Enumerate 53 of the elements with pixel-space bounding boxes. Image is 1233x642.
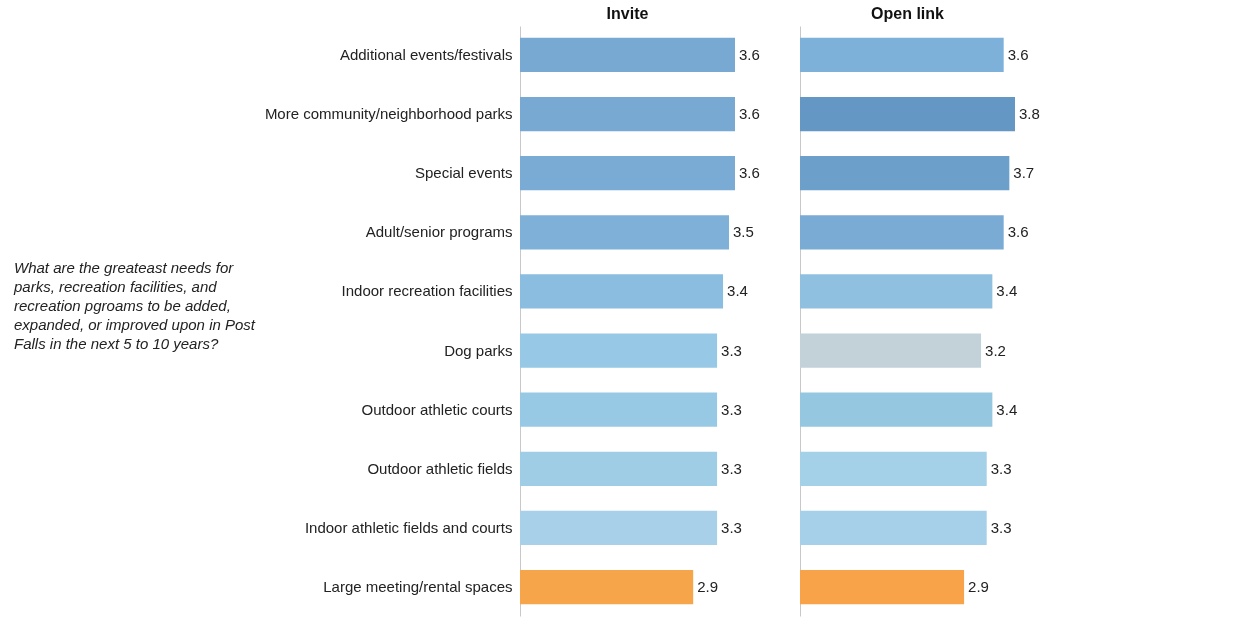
bar bbox=[800, 392, 993, 427]
y-tick-label: Indoor athletic fields and courts bbox=[304, 518, 513, 536]
y-tick-label: Large meeting/rental spaces bbox=[323, 578, 513, 596]
bar bbox=[520, 451, 718, 486]
data-label: 3.3 bbox=[721, 518, 742, 536]
y-tick-label: More community/neighborhood parks bbox=[264, 105, 513, 123]
bar bbox=[520, 37, 735, 73]
bar bbox=[800, 569, 965, 605]
bar bbox=[520, 392, 718, 427]
data-label: 3.5 bbox=[733, 223, 754, 241]
chart-title: Open link bbox=[871, 5, 945, 22]
bar bbox=[520, 215, 730, 250]
bar bbox=[800, 451, 987, 486]
data-label: 3.3 bbox=[990, 459, 1012, 477]
bar bbox=[520, 569, 694, 605]
text: What are the greateast needs for parks, recreation facilities, and recreation pgroams to be added, expanded, or improved upon in Post Falls in the next 5 to 10 years? bbox=[14, 258, 257, 353]
data-label: 3.4 bbox=[996, 282, 1018, 300]
data-label: 3.6 bbox=[739, 164, 760, 182]
bar bbox=[520, 510, 718, 546]
data-label: 2.9 bbox=[697, 578, 719, 596]
data-label: 3.8 bbox=[1019, 105, 1040, 123]
chart-title: Invite bbox=[606, 5, 649, 22]
y-tick-label: Adult/senior programs bbox=[365, 223, 513, 241]
data-label: 3.3 bbox=[721, 459, 742, 477]
data-label: 3.6 bbox=[739, 45, 760, 63]
y-tick-label: Additional events/festivals bbox=[339, 45, 513, 63]
y-tick-label: Special events bbox=[414, 164, 513, 182]
data-label: 3.7 bbox=[1013, 164, 1035, 182]
data-label: 3.3 bbox=[721, 341, 742, 359]
bar bbox=[520, 333, 718, 368]
y-tick-label: Indoor recreation facilities bbox=[341, 282, 513, 300]
data-label: 3.3 bbox=[721, 400, 742, 418]
bar bbox=[520, 96, 735, 132]
bar bbox=[800, 37, 1004, 73]
data-label: 3.6 bbox=[739, 105, 760, 123]
data-label: 3.3 bbox=[990, 518, 1012, 536]
bar bbox=[800, 333, 982, 368]
bar bbox=[800, 274, 993, 309]
bar bbox=[800, 510, 987, 546]
y-tick-label: Outdoor athletic courts bbox=[361, 400, 513, 418]
data-label: 3.6 bbox=[1007, 45, 1029, 63]
data-label: 2.9 bbox=[968, 578, 989, 596]
bar bbox=[800, 96, 1015, 132]
bar bbox=[520, 274, 724, 309]
bar bbox=[800, 215, 1004, 250]
y-tick-label: Dog parks bbox=[444, 341, 513, 359]
y-tick-label: Outdoor athletic fields bbox=[367, 459, 513, 477]
data-label: 3.4 bbox=[727, 282, 748, 300]
data-label: 3.2 bbox=[985, 341, 1006, 359]
data-label: 3.6 bbox=[1007, 223, 1029, 241]
data-label: 3.4 bbox=[996, 400, 1018, 418]
bar bbox=[520, 156, 735, 191]
bar bbox=[800, 156, 1010, 191]
